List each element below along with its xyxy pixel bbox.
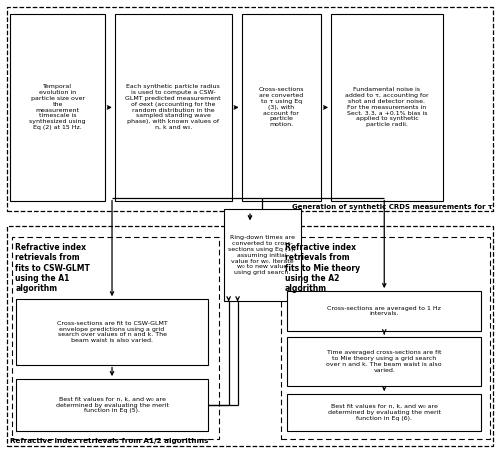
Bar xyxy=(16,299,208,365)
Bar xyxy=(282,237,490,439)
Text: Cross-sections
are converted
to τ using Eq
(3), with
account for
particle
motion: Cross-sections are converted to τ using … xyxy=(258,87,304,127)
Text: Best fit values for n, k, and w₀ are
determined by evaluating the merit
function: Best fit values for n, k, and w₀ are det… xyxy=(328,404,440,421)
Text: Best fit values for n, k, and w₀ are
determined by evaluating the merit
function: Best fit values for n, k, and w₀ are det… xyxy=(56,397,168,413)
Bar xyxy=(12,237,218,439)
Bar xyxy=(242,14,321,201)
Bar xyxy=(115,14,232,201)
Text: Ring-down times are
converted to cross-
sections using Eq (1),
assuming initial
: Ring-down times are converted to cross- … xyxy=(228,235,296,275)
Text: Each synthetic particle radius
is used to compute a CSW-
GLMT predicted measurem: Each synthetic particle radius is used t… xyxy=(126,84,221,130)
Text: Generation of synthetic CRDS measurements for τ: Generation of synthetic CRDS measurement… xyxy=(292,204,492,210)
Text: Refractive index
retrievals from
fits to CSW-GLMT
using the A1
algorithm: Refractive index retrievals from fits to… xyxy=(16,243,90,293)
Bar xyxy=(224,209,300,301)
Text: Refractive index retrievals from A1/2 algorithms: Refractive index retrievals from A1/2 al… xyxy=(10,439,209,444)
Bar xyxy=(16,379,208,431)
Text: Cross-sections are fit to CSW-GLMT
envelope predictions using a grid
search over: Cross-sections are fit to CSW-GLMT envel… xyxy=(56,321,168,343)
Text: Refractive index
retrievals from
fits to Mie theory
using the A2
algorithm: Refractive index retrievals from fits to… xyxy=(285,243,360,293)
Bar xyxy=(331,14,443,201)
Text: Cross-sections are averaged to 1 Hz
intervals.: Cross-sections are averaged to 1 Hz inte… xyxy=(328,306,441,316)
Text: Temporal
evolution in
particle size over
the
measurement
timescale is
synthesize: Temporal evolution in particle size over… xyxy=(30,84,86,130)
Bar xyxy=(10,14,105,201)
Text: Fundamental noise is
added to τ, accounting for
shot and detector noise.
For the: Fundamental noise is added to τ, account… xyxy=(345,87,429,127)
Bar xyxy=(8,7,492,211)
Bar xyxy=(288,291,481,331)
Bar xyxy=(8,226,492,446)
Bar xyxy=(288,337,481,386)
Bar xyxy=(288,394,481,431)
Text: Time averaged cross-sections are fit
to Mie theory using a grid search
over n an: Time averaged cross-sections are fit to … xyxy=(326,350,442,373)
